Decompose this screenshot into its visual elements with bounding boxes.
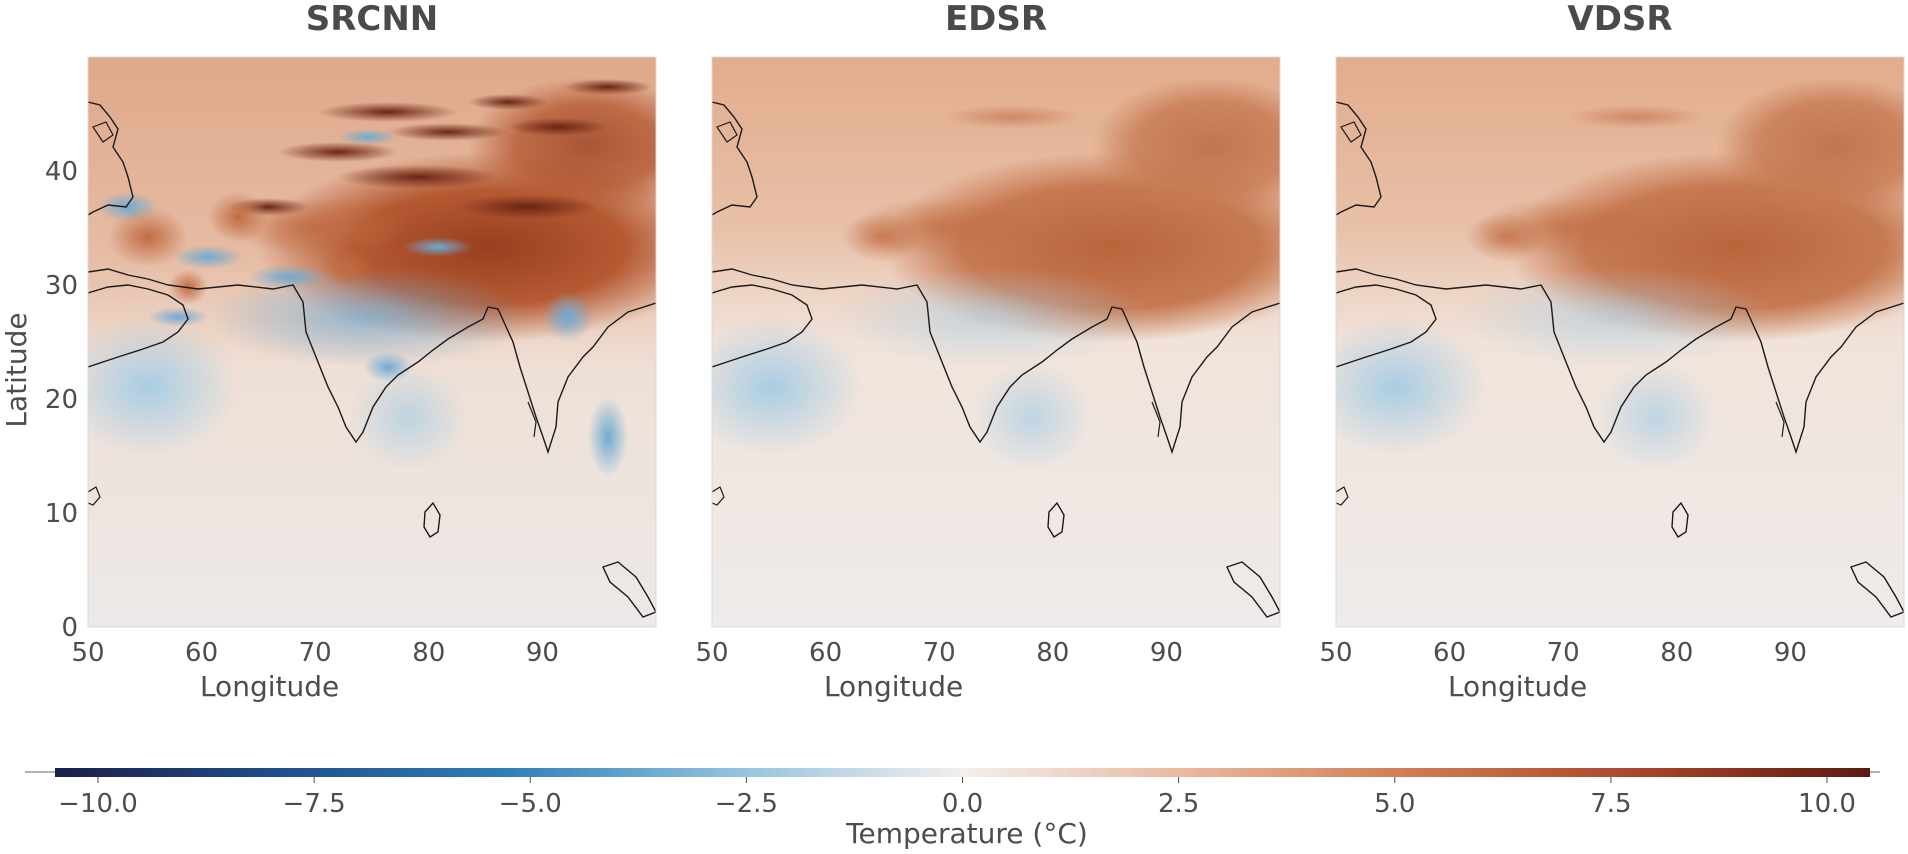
colorbar-tick-label: −10.0 — [58, 789, 138, 819]
x-tick-label: 80 — [1660, 638, 1693, 668]
x-tick-label: 50 — [1319, 638, 1352, 668]
y-tick-label: 0 — [61, 613, 78, 643]
colorbar: −10.0 −7.5 −5.0 −2.5 0.0 2.5 5.0 7.5 10.0 Temper… — [25, 768, 1880, 850]
plot-frame — [1335, 56, 1905, 628]
y-axis-label: Latitude — [0, 312, 33, 427]
x-axis-label: Longitude — [200, 670, 339, 703]
panel-title: SRCNN — [306, 0, 439, 39]
panel-title: EDSR — [945, 0, 1047, 39]
x-axis-label: Longitude — [824, 670, 963, 703]
panel-vdsr: VDSR 50 60 70 80 90 Longitude — [1319, 0, 1905, 703]
x-tick-label: 50 — [71, 638, 104, 668]
colorbar-tick-label: 10.0 — [1798, 789, 1856, 819]
colorbar-ticks: −10.0 −7.5 −5.0 −2.5 0.0 2.5 5.0 7.5 10.0 — [58, 777, 1856, 819]
x-tick-label: 90 — [1774, 638, 1807, 668]
x-tick-label: 70 — [1547, 638, 1580, 668]
x-tick-label: 70 — [923, 638, 956, 668]
x-tick-label: 70 — [299, 638, 332, 668]
x-tick-label: 60 — [809, 638, 842, 668]
panel-edsr: EDSR 50 60 70 80 90 Longitude — [695, 0, 1281, 703]
x-tick-label: 50 — [695, 638, 728, 668]
plot-frame — [87, 56, 657, 628]
colorbar-tick-label: 5.0 — [1374, 789, 1415, 819]
x-axis-label: Longitude — [1448, 670, 1587, 703]
y-tick-label: 10 — [45, 499, 78, 529]
y-tick-label: 40 — [45, 157, 78, 187]
colorbar-tick-label: 7.5 — [1590, 789, 1631, 819]
colorbar-gradient — [55, 768, 1870, 777]
map-field — [1336, 57, 1904, 627]
y-tick-label: 30 — [45, 271, 78, 301]
colorbar-tick-label: 2.5 — [1158, 789, 1199, 819]
x-tick-label: 90 — [1150, 638, 1183, 668]
x-tick-label: 80 — [412, 638, 445, 668]
colorbar-tick-label: −7.5 — [283, 789, 346, 819]
x-tick-label: 90 — [526, 638, 559, 668]
colorbar-tick-label: 0.0 — [942, 789, 983, 819]
map-field — [712, 57, 1280, 627]
panels: SRCNN 50 60 70 80 90 0 10 20 30 40 Longitude Latitud… — [0, 0, 1905, 703]
colorbar-tick-label: −5.0 — [499, 789, 562, 819]
x-tick-label: 60 — [185, 638, 218, 668]
plot-frame — [711, 56, 1281, 628]
x-tick-label: 60 — [1433, 638, 1466, 668]
x-tick-label: 80 — [1036, 638, 1069, 668]
y-tick-label: 20 — [45, 385, 78, 415]
colorbar-label: Temperature (°C) — [845, 817, 1088, 850]
colorbar-tick-label: −2.5 — [715, 789, 778, 819]
panel-srcnn: SRCNN 50 60 70 80 90 0 10 20 30 40 Longitude Latitud… — [0, 0, 657, 703]
map-field — [88, 57, 656, 627]
panel-title: VDSR — [1567, 0, 1672, 39]
